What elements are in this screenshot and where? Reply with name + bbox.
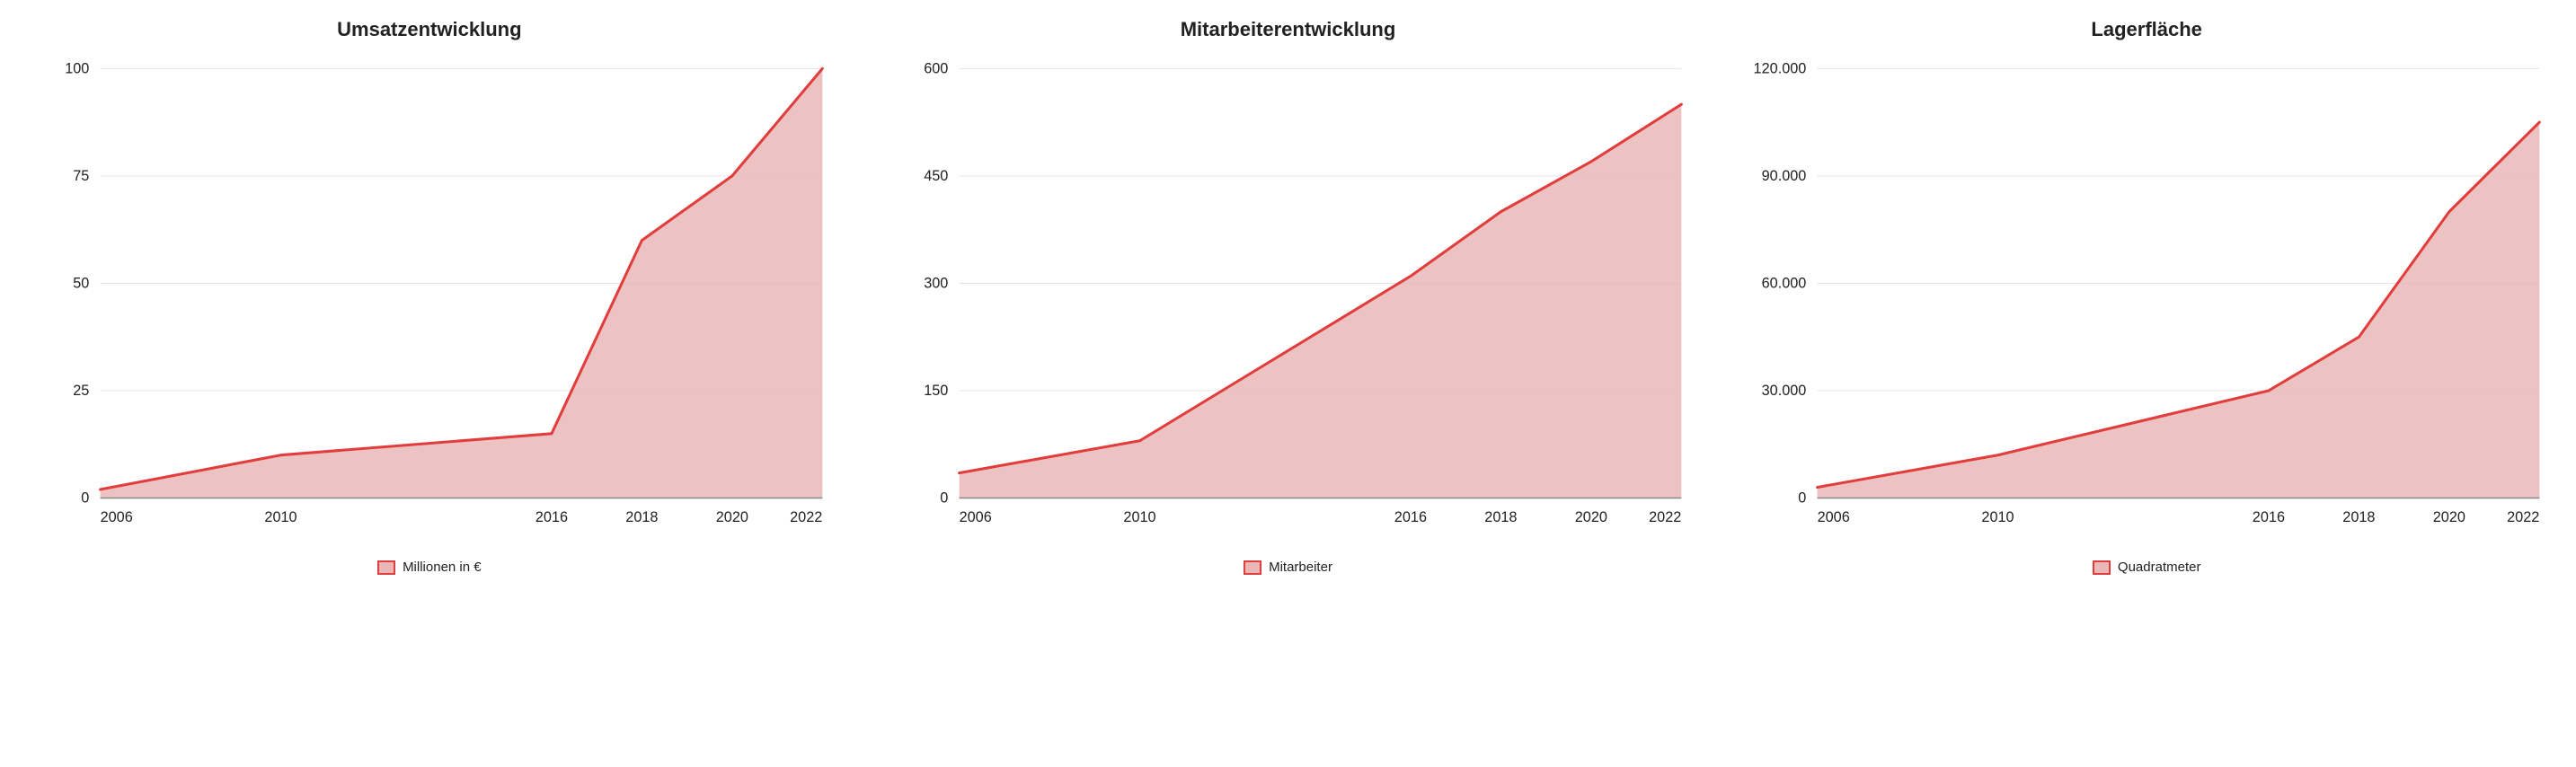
x-tick-label: 2006: [1818, 509, 1850, 525]
legend: Quadratmeter: [2093, 560, 2201, 575]
chart-svg-umsatz: 0 25 50 75 100 2006 2010 2016 2018 2020 2022: [18, 50, 841, 543]
chart-title: Lagerfläche: [2091, 18, 2202, 41]
y-tick-label: 120.000: [1754, 60, 1807, 76]
chart-title: Umsatzentwicklung: [337, 18, 521, 41]
x-tick-label: 2022: [1649, 509, 1681, 525]
legend-label: Mitarbeiter: [1269, 560, 1332, 575]
x-tick-label: 2010: [1982, 509, 2014, 525]
y-tick-label: 90.000: [1762, 168, 1807, 184]
x-tick-label: 2018: [625, 509, 658, 525]
charts-row: Umsatzentwicklung 0 25 50 75 100 2006 2010 2016…: [18, 18, 2558, 575]
chart-svg-lager: 0 30.000 60.000 90.000 120.000 2006 2010 2016 20…: [1735, 50, 2558, 543]
legend: Millionen in €: [377, 560, 482, 575]
legend-swatch-icon: [2093, 560, 2111, 575]
y-tick-label: 30.000: [1762, 383, 1807, 399]
y-tick-label: 300: [924, 276, 948, 292]
series-area: [1818, 122, 2540, 498]
y-tick-label: 25: [73, 383, 89, 399]
x-tick-label: 2006: [959, 509, 991, 525]
x-tick-label: 2020: [716, 509, 748, 525]
x-tick-label: 2016: [1394, 509, 1426, 525]
legend-swatch-icon: [1244, 560, 1261, 575]
chart-title: Mitarbeiterentwicklung: [1181, 18, 1396, 41]
chart-panel-lager: Lagerfläche 0 30.000 60.000 90.000 120.000 20…: [1735, 18, 2558, 575]
legend-label: Quadratmeter: [2118, 560, 2201, 575]
y-tick-label: 150: [924, 383, 948, 399]
y-tick-label: 600: [924, 60, 948, 76]
x-tick-label: 2022: [2507, 509, 2539, 525]
x-tick-label: 2022: [790, 509, 822, 525]
x-tick-label: 2020: [2433, 509, 2465, 525]
x-tick-label: 2018: [2343, 509, 2376, 525]
y-tick-label: 60.000: [1762, 276, 1807, 292]
y-tick-label: 50: [73, 276, 89, 292]
x-tick-label: 2010: [1123, 509, 1155, 525]
y-tick-label: 0: [81, 490, 89, 507]
x-tick-label: 2016: [536, 509, 568, 525]
y-tick-label: 450: [924, 168, 948, 184]
y-tick-label: 100: [65, 60, 89, 76]
y-tick-label: 75: [73, 168, 89, 184]
legend-label: Millionen in €: [403, 560, 482, 575]
series-area: [959, 104, 1681, 498]
x-tick-label: 2010: [264, 509, 297, 525]
legend: Mitarbeiter: [1244, 560, 1332, 575]
legend-swatch-icon: [377, 560, 395, 575]
x-tick-label: 2016: [2253, 509, 2285, 525]
x-tick-label: 2018: [1484, 509, 1517, 525]
x-tick-label: 2020: [1574, 509, 1607, 525]
x-tick-label: 2006: [101, 509, 133, 525]
y-tick-label: 0: [1799, 490, 1807, 507]
chart-svg-mitarbeiter: 0 150 300 450 600 2006 2010 2016 2018 2020 2022: [877, 50, 1700, 543]
chart-panel-mitarbeiter: Mitarbeiterentwicklung 0 150 300 450 600 2006…: [877, 18, 1700, 575]
y-tick-label: 0: [940, 490, 948, 507]
chart-panel-umsatz: Umsatzentwicklung 0 25 50 75 100 2006 2010 2016…: [18, 18, 841, 575]
